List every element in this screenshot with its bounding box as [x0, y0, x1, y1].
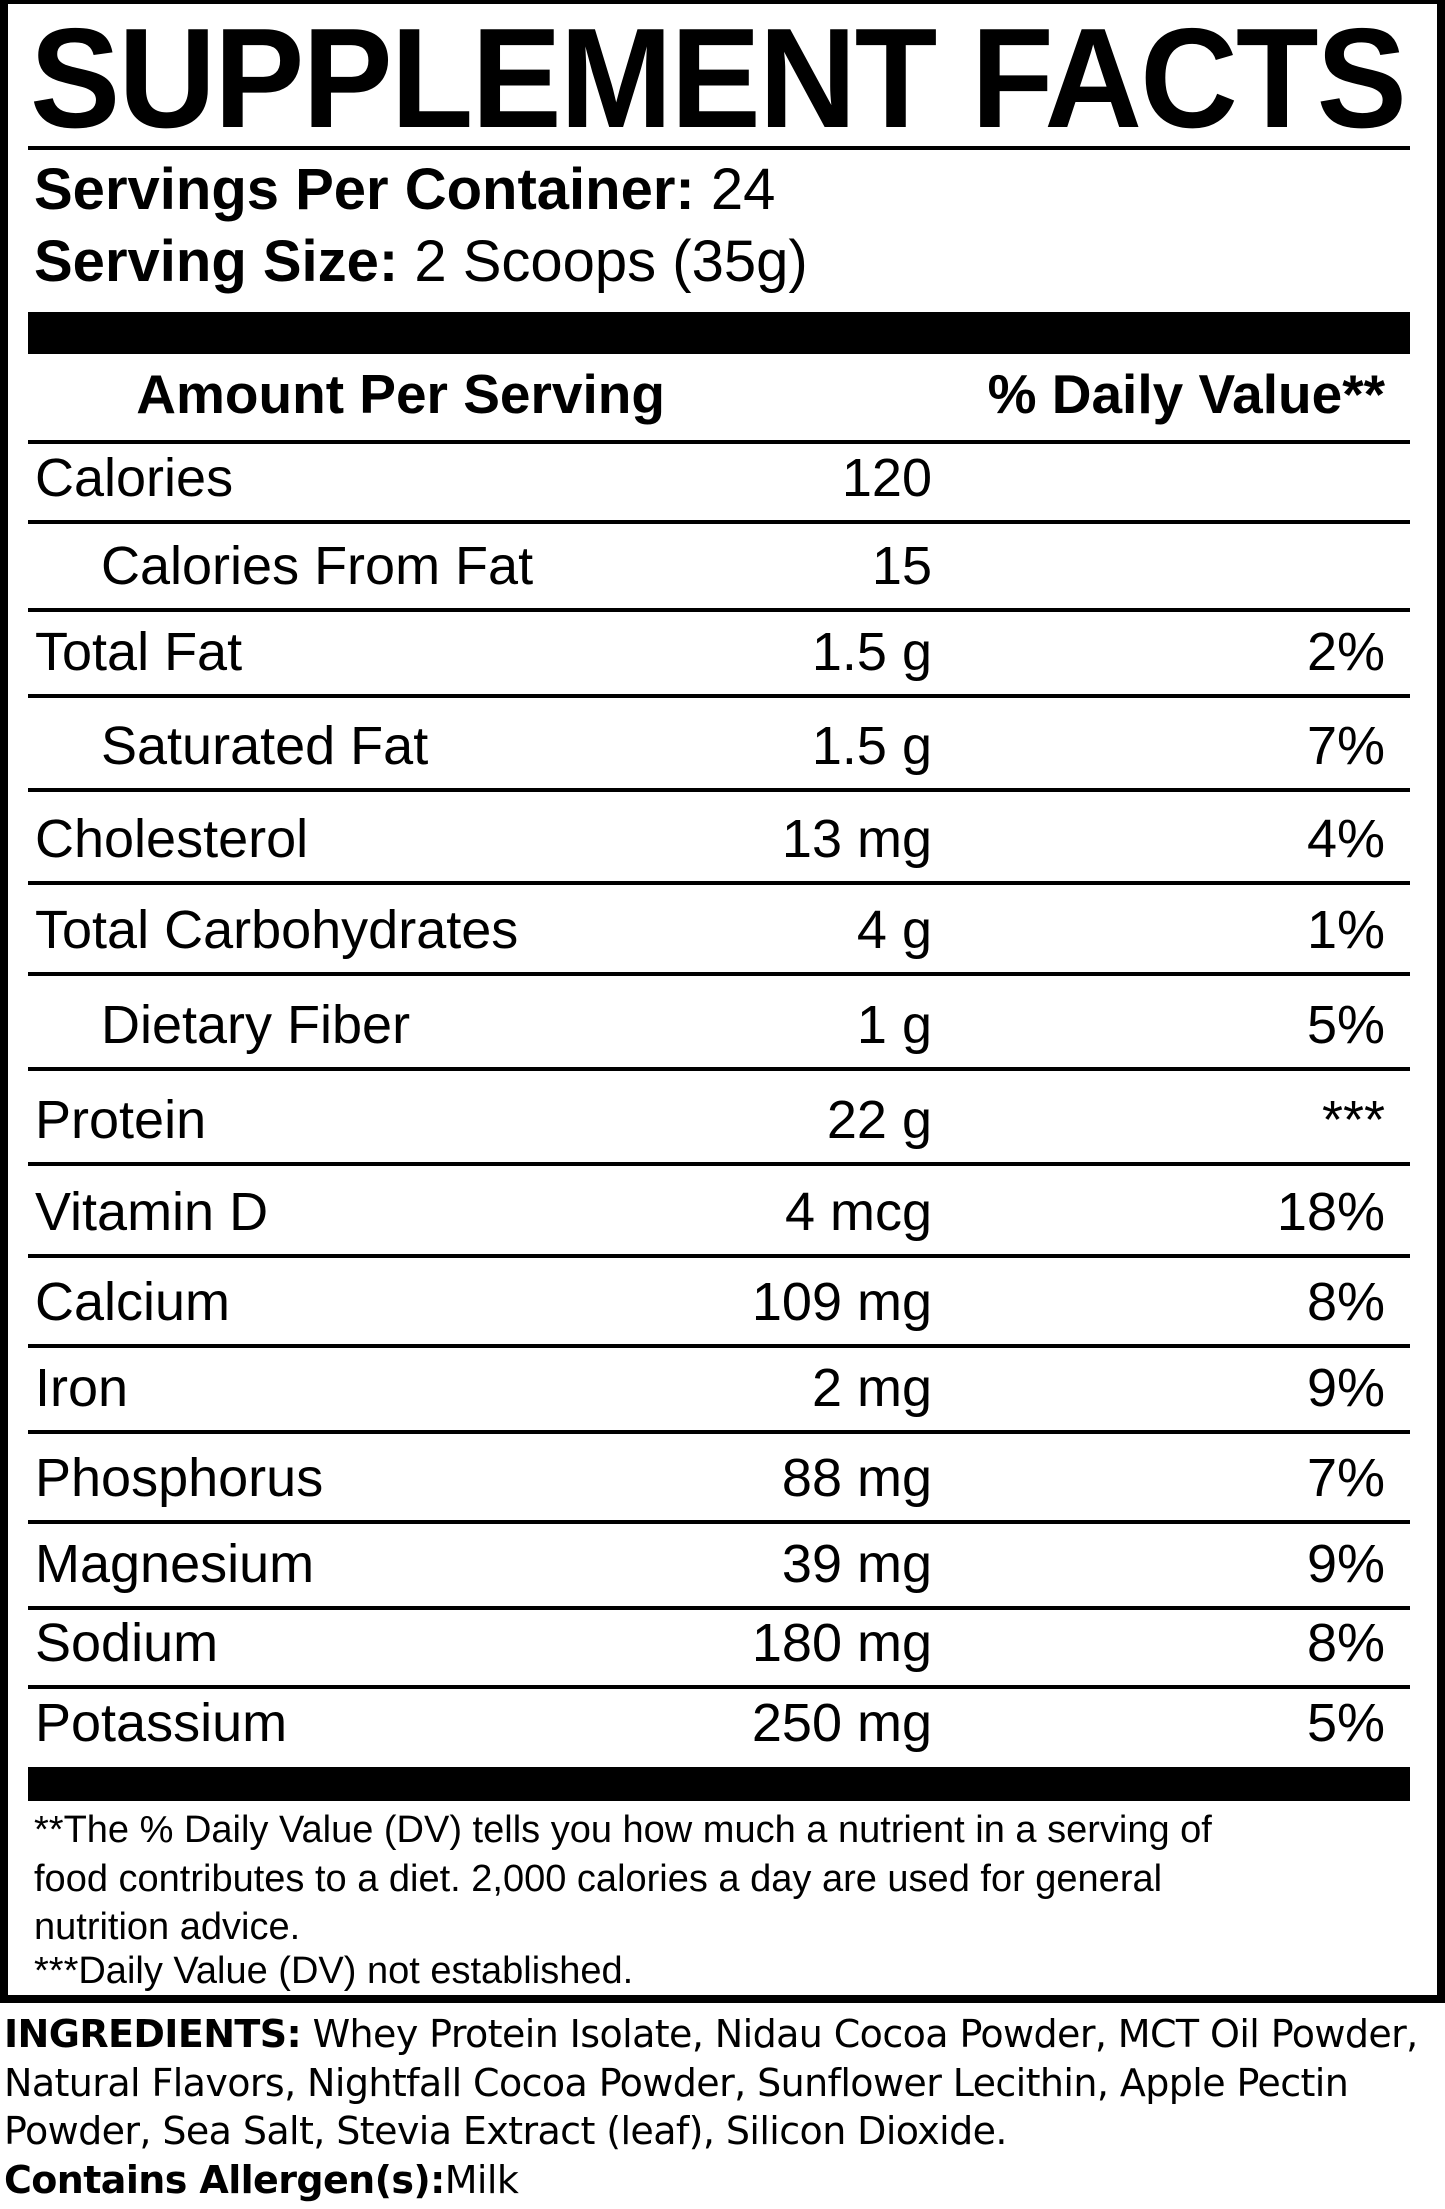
row-divider: [28, 608, 1410, 612]
nutrient-daily-value: 8%: [1306, 1272, 1385, 1332]
nutrient-name: Calcium: [35, 1272, 231, 1332]
row-divider: [28, 881, 1410, 885]
nutrient-daily-value: 9%: [1306, 1358, 1385, 1418]
nutrient-daily-value: 18%: [1276, 1182, 1385, 1242]
column-header-daily-value: % Daily Value**: [987, 363, 1385, 425]
footnote-line: **The % Daily Value (DV) tells you how m…: [34, 1809, 1212, 1851]
nutrient-daily-value: 1%: [1306, 900, 1385, 960]
supplement-facts-panel: [0, 0, 1445, 2003]
serving-size-label: Serving Size:: [34, 229, 399, 294]
nutrient-row: Calories 120: [28, 444, 1410, 524]
nutrient-name: Phosphorus: [35, 1448, 324, 1508]
ingredients-text: Whey Protein Isolate, Nidau Cocoa Powder…: [4, 2012, 1418, 2153]
nutrient-name: Sodium: [35, 1613, 219, 1673]
serving-size: Serving Size: 2 Scoops (35g): [34, 230, 808, 294]
nutrient-daily-value: 5%: [1306, 1693, 1385, 1753]
nutrient-row: Vitamin D 4 mcg 18%: [28, 1164, 1410, 1258]
nutrient-row: Sodium 180 mg 8%: [28, 1608, 1410, 1689]
allergens-label: Contains Allergen(s):: [4, 2158, 445, 2202]
ingredients: INGREDIENTS: Whey Protein Isolate, Nidau…: [4, 2010, 1444, 2156]
nutrient-name: Vitamin D: [35, 1182, 269, 1242]
nutrient-amount: 109 mg: [751, 1272, 932, 1332]
nutrient-daily-value: ***: [1321, 1090, 1385, 1150]
nutrient-amount: 1.5 g: [811, 716, 932, 776]
nutrient-daily-value: 7%: [1306, 716, 1385, 776]
row-divider: [28, 1685, 1410, 1689]
nutrient-daily-value: 7%: [1306, 1448, 1385, 1508]
row-divider: [28, 1520, 1410, 1524]
footnote-line: ***Daily Value (DV) not established.: [34, 1950, 634, 1992]
servings-per-container-value: 24: [710, 157, 776, 222]
nutrient-name: Dietary Fiber: [101, 995, 411, 1055]
row-divider: [28, 1067, 1410, 1071]
nutrient-daily-value: 9%: [1306, 1534, 1385, 1594]
nutrient-amount: 88 mg: [781, 1448, 932, 1508]
divider: [28, 146, 1410, 150]
ingredients-label: INGREDIENTS:: [4, 2012, 302, 2056]
row-divider: [28, 1344, 1410, 1348]
row-divider: [28, 1254, 1410, 1258]
nutrient-amount: 22 g: [826, 1090, 932, 1150]
nutrient-row: Saturated Fat 1.5 g 7%: [28, 696, 1410, 792]
row-divider: [28, 972, 1410, 976]
nutrient-daily-value: 5%: [1306, 995, 1385, 1055]
nutrient-row: Dietary Fiber 1 g 5%: [28, 974, 1410, 1071]
nutrient-name: Iron: [35, 1358, 129, 1418]
nutrient-row: Total Carbohydrates 4 g 1%: [28, 883, 1410, 976]
column-header-amount: Amount Per Serving: [136, 363, 665, 425]
nutrient-name: Total Fat: [35, 622, 243, 682]
nutrient-amount: 15: [871, 536, 932, 596]
thick-divider: [28, 312, 1410, 354]
nutrient-row: Phosphorus 88 mg 7%: [28, 1432, 1410, 1524]
nutrient-daily-value: 4%: [1306, 809, 1385, 869]
row-divider: [28, 1606, 1410, 1610]
nutrient-daily-value: 8%: [1306, 1613, 1385, 1673]
nutrient-amount: 13 mg: [781, 809, 932, 869]
footnote-line: nutrition advice.: [34, 1906, 301, 1948]
nutrient-row: Potassium 250 mg 5%: [28, 1687, 1410, 1767]
nutrient-row: Calcium 109 mg 8%: [28, 1256, 1410, 1348]
footnote-line: food contributes to a diet. 2,000 calori…: [34, 1858, 1163, 1900]
serving-size-value: 2 Scoops (35g): [414, 229, 808, 294]
nutrient-amount: 250 mg: [751, 1693, 932, 1753]
allergens-text: Milk: [444, 2158, 519, 2202]
row-divider: [28, 1430, 1410, 1434]
nutrient-name: Potassium: [35, 1693, 288, 1753]
nutrient-amount: 4 mcg: [784, 1182, 932, 1242]
divider: [28, 440, 1410, 444]
nutrient-row: Magnesium 39 mg 9%: [28, 1522, 1410, 1610]
nutrient-amount: 1 g: [856, 995, 932, 1055]
nutrient-row: Total Fat 1.5 g 2%: [28, 610, 1410, 698]
nutrient-row: Protein 22 g ***: [28, 1069, 1410, 1166]
panel-title: SUPPLEMENT FACTS: [30, 0, 1407, 158]
row-divider: [28, 694, 1410, 698]
nutrient-amount: 180 mg: [751, 1613, 932, 1673]
nutrient-amount: 2 mg: [811, 1358, 932, 1418]
nutrient-amount: 120: [841, 448, 932, 508]
row-divider: [28, 1162, 1410, 1166]
nutrient-row: Cholesterol 13 mg 4%: [28, 790, 1410, 885]
row-divider: [28, 520, 1410, 524]
nutrient-amount: 4 g: [856, 900, 932, 960]
nutrient-name: Calories From Fat: [101, 536, 534, 596]
nutrient-amount: 1.5 g: [811, 622, 932, 682]
nutrient-daily-value: 2%: [1306, 622, 1385, 682]
nutrient-name: Total Carbohydrates: [35, 900, 519, 960]
nutrient-row: Iron 2 mg 9%: [28, 1346, 1410, 1434]
nutrient-amount: 39 mg: [781, 1534, 932, 1594]
nutrient-name: Cholesterol: [35, 809, 309, 869]
nutrient-name: Protein: [35, 1090, 207, 1150]
servings-per-container-label: Servings Per Container:: [34, 157, 695, 222]
row-divider: [28, 788, 1410, 792]
nutrient-row: Calories From Fat 15: [28, 522, 1410, 612]
nutrient-name: Saturated Fat: [101, 716, 429, 776]
nutrient-name: Magnesium: [35, 1534, 315, 1594]
allergens: Contains Allergen(s):Milk: [4, 2156, 519, 2204]
nutrient-name: Calories: [35, 448, 234, 508]
servings-per-container: Servings Per Container: 24: [34, 158, 775, 222]
thick-divider: [28, 1767, 1410, 1801]
